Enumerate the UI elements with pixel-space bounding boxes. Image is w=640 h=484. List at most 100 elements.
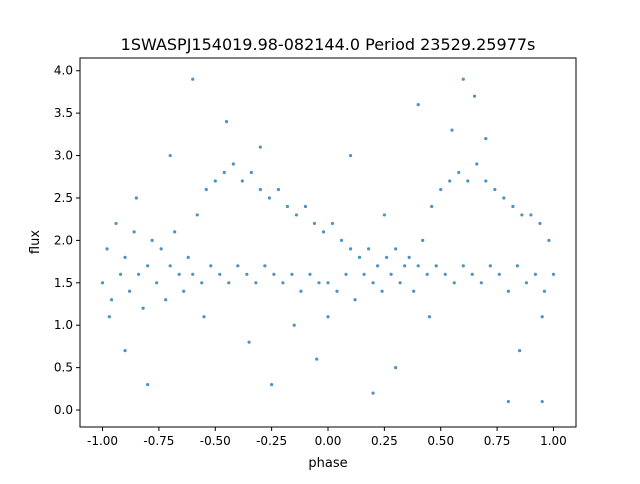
data-point xyxy=(427,315,432,319)
data-point xyxy=(254,281,258,285)
data-point xyxy=(202,315,206,319)
data-point xyxy=(321,230,326,234)
data-point xyxy=(326,281,330,285)
data-point xyxy=(529,213,533,217)
data-point xyxy=(258,187,262,192)
y-tick-label: 2.0 xyxy=(54,233,73,247)
y-tick-label: 3.5 xyxy=(54,106,73,120)
data-point xyxy=(137,272,141,276)
data-point xyxy=(281,281,285,285)
data-point xyxy=(146,264,150,268)
data-point xyxy=(326,315,330,319)
data-point xyxy=(290,272,294,276)
y-tick-label: 1.5 xyxy=(54,276,73,290)
y-axis-label: flux xyxy=(28,230,43,254)
data-point xyxy=(330,221,335,226)
data-point xyxy=(376,264,380,268)
data-point xyxy=(461,264,465,268)
x-tick-label: -1.00 xyxy=(87,434,118,448)
x-tick-label: -0.75 xyxy=(143,434,174,448)
data-point xyxy=(299,289,303,293)
data-point xyxy=(382,213,386,217)
data-point xyxy=(520,213,524,217)
axes-frame xyxy=(79,57,577,428)
data-point xyxy=(231,162,235,166)
data-point xyxy=(551,272,556,276)
data-point xyxy=(394,247,398,251)
data-point xyxy=(448,179,452,183)
data-point xyxy=(118,272,123,276)
x-axis-label: phase xyxy=(308,456,347,471)
data-point xyxy=(412,289,416,293)
data-point xyxy=(470,272,474,276)
y-tick-label: 0.0 xyxy=(54,403,73,417)
data-point xyxy=(533,272,538,276)
data-point xyxy=(348,153,353,158)
data-point xyxy=(107,315,111,319)
data-point xyxy=(434,264,438,268)
data-point xyxy=(245,272,249,276)
data-point xyxy=(195,213,199,217)
data-point xyxy=(398,281,402,285)
data-point xyxy=(134,196,138,200)
data-point xyxy=(209,264,213,268)
data-point xyxy=(141,306,145,310)
data-point xyxy=(547,238,551,242)
data-point xyxy=(353,298,357,302)
data-point xyxy=(105,247,109,251)
data-point xyxy=(344,272,348,276)
data-point xyxy=(515,264,519,268)
y-tick-label: 4.0 xyxy=(54,64,73,78)
data-point xyxy=(317,281,321,285)
data-point xyxy=(315,357,319,361)
data-point xyxy=(285,204,290,209)
x-tick-label: -0.25 xyxy=(256,434,287,448)
data-point xyxy=(247,340,251,344)
data-point xyxy=(450,128,454,132)
data-point xyxy=(416,264,420,268)
data-point xyxy=(488,264,492,268)
data-point xyxy=(227,281,231,285)
y-tick-label: 0.5 xyxy=(54,361,73,375)
x-axis: -1.00 -0.75 -0.50 -0.25 0.00 0.25 0.50 0.75 1.00 xyxy=(87,427,567,448)
data-point xyxy=(540,399,544,404)
data-point xyxy=(191,77,195,81)
data-point xyxy=(407,255,411,259)
data-point xyxy=(475,162,479,166)
data-point xyxy=(114,221,118,226)
x-tick-label: 0.75 xyxy=(484,434,511,448)
data-point xyxy=(371,391,375,395)
data-point xyxy=(258,145,262,149)
data-point xyxy=(380,289,384,293)
chart-title: 1SWASPJ154019.98-082144.0 Period 23529.2… xyxy=(121,35,536,54)
data-point xyxy=(425,272,429,276)
data-point xyxy=(128,289,132,293)
data-point xyxy=(276,187,280,192)
data-point xyxy=(518,349,522,353)
y-axis: 0.0 0.5 1.0 1.5 2.0 2.5 3.0 3.5 4.0 xyxy=(54,64,80,417)
data-point xyxy=(542,289,547,293)
data-point xyxy=(224,120,229,124)
data-point xyxy=(506,289,510,293)
data-point xyxy=(292,323,296,327)
data-point xyxy=(263,264,267,268)
data-point xyxy=(132,230,136,234)
data-point xyxy=(182,289,186,293)
data-point xyxy=(394,366,398,370)
data-point xyxy=(339,238,344,242)
data-point xyxy=(249,170,253,175)
data-point xyxy=(270,382,274,387)
data-point xyxy=(371,281,375,285)
data-point xyxy=(461,77,465,81)
data-point xyxy=(357,255,362,259)
data-point xyxy=(385,255,389,259)
x-tick-label: 0.00 xyxy=(315,434,342,448)
data-point xyxy=(439,187,443,192)
data-point xyxy=(389,272,393,276)
data-point xyxy=(484,136,488,141)
data-point xyxy=(430,204,434,209)
data-point xyxy=(213,179,217,183)
data-point xyxy=(511,204,515,209)
data-point xyxy=(308,272,312,276)
